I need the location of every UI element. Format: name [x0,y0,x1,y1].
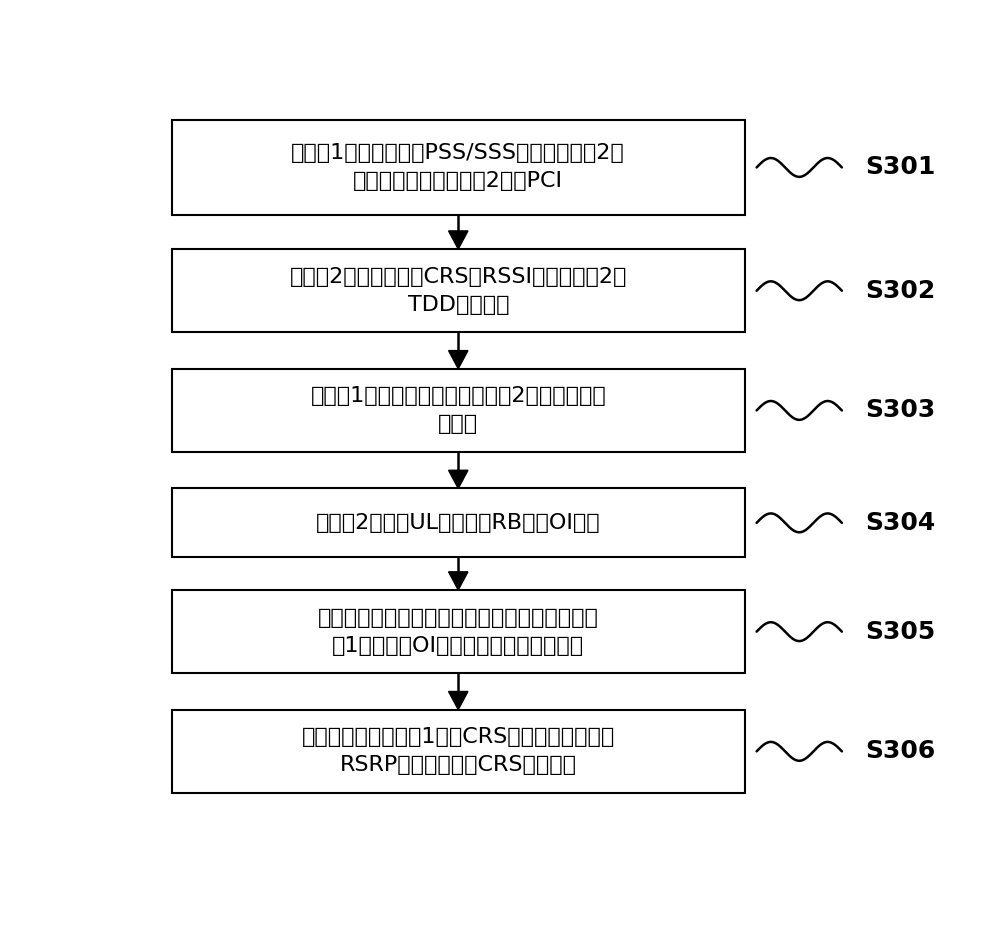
FancyBboxPatch shape [172,121,745,215]
Text: S301: S301 [865,155,936,179]
Polygon shape [449,572,468,590]
Text: S302: S302 [865,279,935,302]
Text: S306: S306 [865,739,935,763]
Text: 交汇子帧处，网络侧1降低CRS发射功率，但测量
RSRP时，仍沿用原CRS发射功率: 交汇子帧处，网络侧1降低CRS发射功率，但测量 RSRP时，仍沿用原CRS发射功… [302,727,615,775]
Text: 当上行干扰过载指示干扰协调时刻到达时，网络
侧1根据收到OI指示，开启干扰协调机制: 当上行干扰过载指示干扰协调时刻到达时，网络 侧1根据收到OI指示，开启干扰协调机… [318,608,599,656]
Text: 网络侧2在当前UL子帧不同RB测得OI指示: 网络侧2在当前UL子帧不同RB测得OI指示 [316,512,601,533]
Polygon shape [449,231,468,249]
Text: 网络侧1用户终端依据PSS/SSS取得与网络侧2时
频同步；并获知网络侧2基站PCI: 网络侧1用户终端依据PSS/SSS取得与网络侧2时 频同步；并获知网络侧2基站P… [291,143,625,191]
FancyBboxPatch shape [172,488,745,558]
Text: S305: S305 [865,620,935,643]
FancyBboxPatch shape [172,709,745,793]
Polygon shape [449,350,468,368]
Polygon shape [449,691,468,709]
Text: 网络侧1用户终端反馈测得网络侧2子帧格式索引
给基站: 网络侧1用户终端反馈测得网络侧2子帧格式索引 给基站 [310,386,606,434]
Polygon shape [449,470,468,488]
FancyBboxPatch shape [172,249,745,333]
Text: 网络侧2用户终端根据CRS的RSSI获知网络侧2的
TDD子帧格式: 网络侧2用户终端根据CRS的RSSI获知网络侧2的 TDD子帧格式 [290,267,627,315]
FancyBboxPatch shape [172,368,745,452]
Text: S304: S304 [865,511,935,535]
Text: S303: S303 [865,398,935,422]
FancyBboxPatch shape [172,590,745,674]
